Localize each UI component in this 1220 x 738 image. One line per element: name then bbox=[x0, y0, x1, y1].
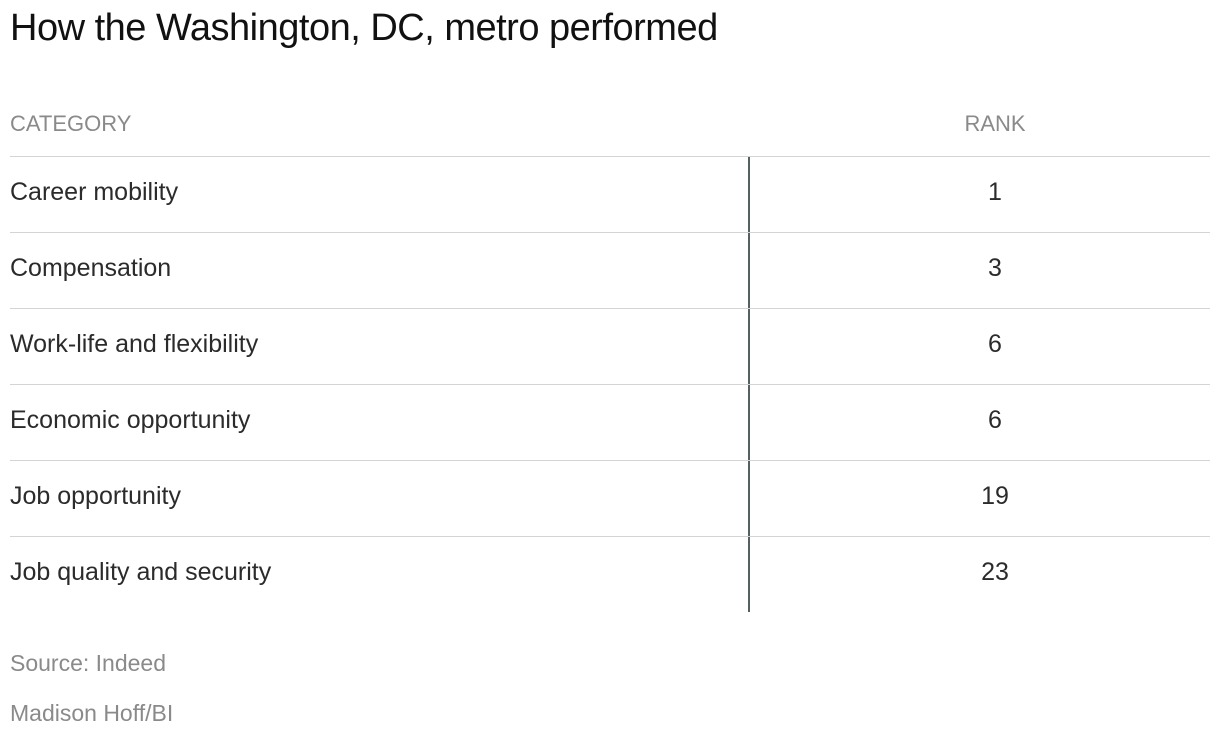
category-cell: Job quality and security bbox=[10, 558, 272, 586]
rank-cell: 3 bbox=[988, 254, 1002, 282]
category-cell: Career mobility bbox=[10, 178, 179, 206]
column-divider bbox=[748, 233, 750, 308]
table-header: CATEGORY RANK bbox=[10, 100, 1210, 157]
column-divider bbox=[748, 461, 750, 536]
category-cell: Economic opportunity bbox=[10, 406, 251, 434]
rank-cell: 19 bbox=[981, 482, 1009, 510]
category-cell: Job opportunity bbox=[10, 482, 181, 510]
table-row: Career mobility 1 bbox=[10, 157, 1210, 233]
table-body: Career mobility 1 Compensation 3 Work-life a… bbox=[10, 157, 1210, 612]
source-note: Source: Indeed bbox=[10, 650, 167, 676]
credit-note: Madison Hoff/BI bbox=[10, 700, 174, 726]
rank-table: CATEGORY RANK Career mobility 1 Compensati… bbox=[10, 100, 1210, 612]
rank-cell: 6 bbox=[988, 330, 1002, 358]
chart-title: How the Washington, DC, metro performed bbox=[10, 7, 718, 49]
rank-cell: 23 bbox=[981, 558, 1009, 586]
table-row: Economic opportunity 6 bbox=[10, 385, 1210, 461]
column-header-rank: RANK bbox=[964, 111, 1026, 136]
column-divider bbox=[748, 537, 750, 612]
column-divider bbox=[748, 385, 750, 460]
column-divider bbox=[748, 157, 750, 232]
column-header-category: CATEGORY bbox=[10, 111, 132, 136]
table-row: Job quality and security 23 bbox=[10, 537, 1210, 612]
rank-cell: 1 bbox=[988, 178, 1002, 206]
category-cell: Work-life and flexibility bbox=[10, 330, 259, 358]
table-row: Work-life and flexibility 6 bbox=[10, 309, 1210, 385]
rank-cell: 6 bbox=[988, 406, 1002, 434]
table-row: Compensation 3 bbox=[10, 233, 1210, 309]
table-row: Job opportunity 19 bbox=[10, 461, 1210, 537]
category-cell: Compensation bbox=[10, 254, 172, 282]
column-divider bbox=[748, 309, 750, 384]
